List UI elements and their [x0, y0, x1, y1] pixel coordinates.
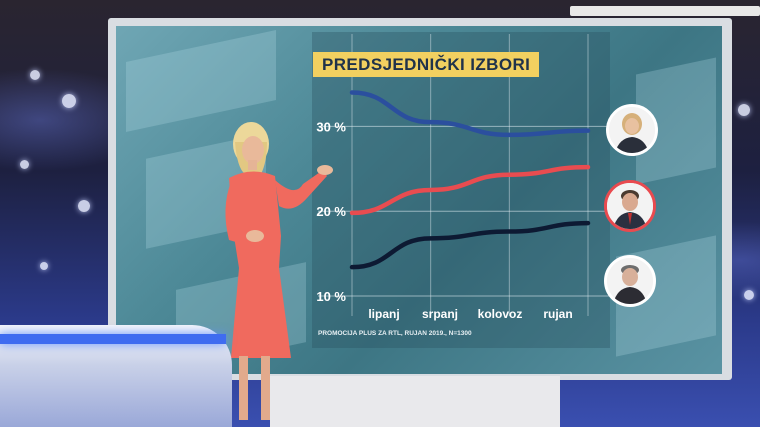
x-tick-label: lipanj — [368, 307, 399, 321]
candidate-3-portrait — [604, 255, 656, 307]
anchor-desk-light — [0, 334, 226, 344]
candidate-2-photo-icon — [607, 183, 653, 229]
y-tick-label: 30 % — [316, 119, 346, 134]
series-line-2 — [349, 164, 591, 216]
candidate-1-photo-icon — [609, 107, 655, 153]
series-line-1 — [349, 90, 591, 138]
network-graphic-node — [738, 104, 750, 116]
chart-series — [349, 90, 591, 270]
series-line-3 — [349, 220, 591, 270]
network-graphic-node — [744, 290, 754, 300]
candidate-1-portrait — [606, 104, 658, 156]
plot-area-panel — [312, 32, 610, 348]
x-tick-label: srpanj — [422, 307, 458, 321]
y-tick-label: 10 % — [316, 289, 346, 304]
chart-source-note: PROMOCIJA PLUS ZA RTL, RUJAN 2019., N=13… — [318, 330, 472, 337]
x-tick-label: rujan — [543, 307, 572, 321]
network-graphic-node — [78, 200, 90, 212]
candidate-3-photo-icon — [607, 258, 653, 304]
network-graphic-node — [30, 70, 40, 80]
network-graphic-node — [62, 94, 76, 108]
candidate-2-portrait — [604, 180, 656, 232]
chart-title-banner: PREDSJEDNIČKI IZBORI — [313, 52, 540, 77]
y-tick-label: 20 % — [316, 204, 346, 219]
network-graphic-node — [40, 262, 48, 270]
presenter-figure — [225, 122, 333, 420]
network-graphic-node — [20, 160, 29, 169]
chart-labels: 30 % 20 % 10 % lipanj srpanj kolovoz rujan — [316, 119, 572, 321]
ceiling-light — [570, 6, 760, 16]
x-tick-label: kolovoz — [478, 307, 523, 321]
studio-floor-panel — [270, 376, 560, 427]
chart-title: PREDSJEDNIČKI IZBORI — [322, 54, 531, 74]
